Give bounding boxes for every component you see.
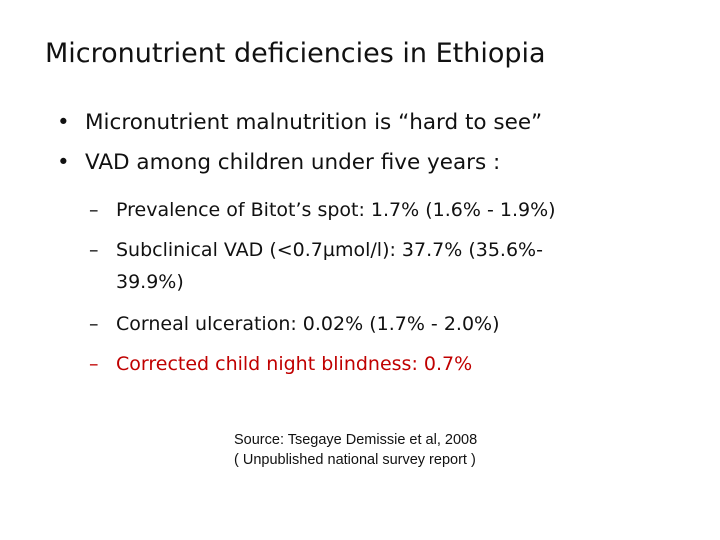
sub-item-continuation: 39.9%) (116, 271, 184, 293)
bullet-symbol: • (57, 110, 70, 135)
dash-symbol: – (89, 353, 99, 375)
source-line: ( Unpublished national survey report ) (234, 452, 476, 468)
bullet-item: • Micronutrient malnutrition is “hard to … (57, 107, 542, 139)
source-line: Source: Tsegaye Demissie et al, 2008 (234, 432, 478, 448)
dash-symbol: – (89, 313, 99, 335)
sub-item: – Corneal ulceration: 0.02% (1.7% - 2.0%) (89, 310, 500, 338)
sub-item-text: Prevalence of Bitot’s spot: 1.7% (1.6% -… (116, 199, 556, 221)
bullet-symbol: • (57, 150, 70, 175)
source-citation: Source: Tsegaye Demissie et al, 2008 ( U… (234, 430, 477, 470)
sub-item-text: Subclinical VAD (<0.7µmol/l): 37.7% (35.… (116, 239, 543, 261)
bullet-item: • VAD among children under five years : (57, 147, 500, 179)
sub-item-text: Corrected child night blindness: 0.7% (116, 353, 473, 375)
bullet-text: VAD among children under five years : (85, 150, 501, 175)
slide-title: Micronutrient deficiencies in Ethiopia (45, 38, 546, 69)
sub-item-text: Corneal ulceration: 0.02% (1.7% - 2.0%) (116, 313, 500, 335)
sub-item: – Prevalence of Bitot’s spot: 1.7% (1.6% … (89, 196, 556, 224)
sub-item: – Subclinical VAD (<0.7µmol/l): 37.7% (35… (89, 236, 543, 264)
dash-symbol: – (89, 239, 99, 261)
sub-item-highlight: – Corrected child night blindness: 0.7% (89, 350, 472, 378)
dash-symbol: – (89, 199, 99, 221)
bullet-text: Micronutrient malnutrition is “hard to s… (85, 110, 543, 135)
